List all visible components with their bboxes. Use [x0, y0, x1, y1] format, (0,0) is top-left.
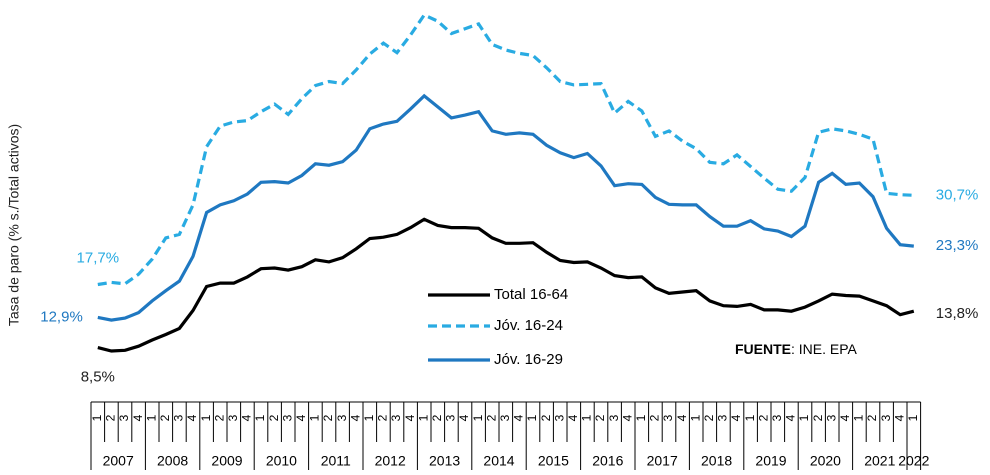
x-tick-label: 2: [212, 414, 226, 421]
legend-label: Jóv. 16-29: [494, 351, 563, 368]
x-tick-label: 3: [498, 414, 512, 421]
year-label: 2014: [483, 453, 514, 469]
x-tick-label: 2: [811, 414, 825, 421]
x-tick-label: 4: [131, 414, 145, 421]
x-tick-label: 1: [743, 414, 757, 421]
x-tick-label: 2: [321, 414, 335, 421]
x-tick-label: 2: [104, 414, 118, 421]
x-tick-label: 4: [675, 414, 689, 421]
year-label: 2013: [429, 453, 460, 469]
x-tick-label: 1: [580, 414, 594, 421]
x-tick-label: 3: [716, 414, 730, 421]
source-text: : INE. EPA: [791, 341, 858, 357]
y-axis-label: Tasa de paro (% s./Total activos): [6, 124, 22, 326]
legend-label: Jóv. 16-24: [494, 317, 563, 334]
year-label: 2019: [755, 453, 786, 469]
year-label: 2015: [538, 453, 569, 469]
year-label: 2009: [211, 453, 242, 469]
value-label: 23,3%: [936, 237, 979, 254]
x-tick-label: 4: [620, 414, 634, 421]
value-label: 17,7%: [77, 249, 120, 266]
x-tick-label: 4: [729, 414, 743, 421]
x-tick-label: 1: [797, 414, 811, 421]
x-tick-label: 2: [158, 414, 172, 421]
x-tick-label: 2: [539, 414, 553, 421]
year-label: 2017: [647, 453, 678, 469]
line-series: [97, 217, 915, 353]
year-label: 2011: [321, 453, 351, 469]
x-tick-label: 1: [416, 414, 430, 421]
value-label: 12,9%: [40, 308, 83, 325]
legend-label: Total 16-64: [494, 286, 568, 303]
year-label: 2020: [810, 453, 841, 469]
x-tick-label: 3: [824, 414, 838, 421]
x-tick-label: 1: [906, 414, 920, 421]
x-tick-label: 1: [253, 414, 267, 421]
x-tick-label: 3: [117, 414, 131, 421]
year-label: 2022: [898, 453, 929, 469]
x-tick-label: 3: [335, 414, 349, 421]
x-tick-label: 2: [648, 414, 662, 421]
year-label: 2010: [266, 453, 297, 469]
x-tick-label: 3: [552, 414, 566, 421]
x-tick-label: 1: [362, 414, 376, 421]
year-label: 2007: [103, 453, 134, 469]
x-tick-label: 2: [267, 414, 281, 421]
x-tick-label: 3: [280, 414, 294, 421]
x-tick-label: 4: [185, 414, 199, 421]
x-tick-label: 3: [879, 414, 893, 421]
x-tick-label: 4: [294, 414, 308, 421]
x-tick-label: 4: [348, 414, 362, 421]
x-tick-label: 1: [634, 414, 648, 421]
source-label: FUENTE: [735, 341, 791, 357]
x-tick-label: 1: [852, 414, 866, 421]
x-tick-label: 4: [403, 414, 417, 421]
source: FUENTE: INE. EPA: [735, 341, 858, 357]
x-tick-label: 3: [444, 414, 458, 421]
x-tick-label: 2: [430, 414, 444, 421]
x-tick-label: 1: [199, 414, 213, 421]
x-tick-label: 2: [376, 414, 390, 421]
x-tick-label: 3: [607, 414, 621, 421]
x-tick-label: 1: [90, 414, 104, 421]
x-tick-label: 1: [525, 414, 539, 421]
x-tick-label: 2: [484, 414, 498, 421]
year-label: 2021: [864, 453, 895, 469]
value-label: 30,7%: [936, 186, 979, 203]
year-label: 2012: [375, 453, 406, 469]
value-label: 8,5%: [81, 369, 115, 386]
year-label: 2008: [157, 453, 188, 469]
x-tick-label: 4: [892, 414, 906, 421]
x-tick-label: 2: [865, 414, 879, 421]
x-tick-label: 4: [784, 414, 798, 421]
x-tick-label: 1: [471, 414, 485, 421]
x-tick-label: 2: [756, 414, 770, 421]
x-tick-label: 4: [838, 414, 852, 421]
line-series: [97, 93, 914, 322]
x-tick-label: 3: [172, 414, 186, 421]
x-tick-label: 1: [688, 414, 702, 421]
x-tick-label: 3: [770, 414, 784, 421]
x-tick-label: 2: [593, 414, 607, 421]
x-tick-label: 2: [702, 414, 716, 421]
x-tick-label: 1: [144, 414, 158, 421]
x-tick-label: 3: [226, 414, 240, 421]
x-tick-label: 4: [512, 414, 526, 421]
year-label: 2016: [592, 453, 623, 469]
x-tick-label: 1: [308, 414, 322, 421]
x-tick-label: 4: [240, 414, 254, 421]
year-label: 2018: [701, 453, 732, 469]
x-tick-label: 4: [566, 414, 580, 421]
x-tick-label: 4: [457, 414, 471, 421]
value-label: 13,8%: [936, 305, 979, 322]
x-tick-label: 3: [661, 414, 675, 421]
x-tick-label: 3: [389, 414, 403, 421]
line-series: [97, 12, 914, 287]
